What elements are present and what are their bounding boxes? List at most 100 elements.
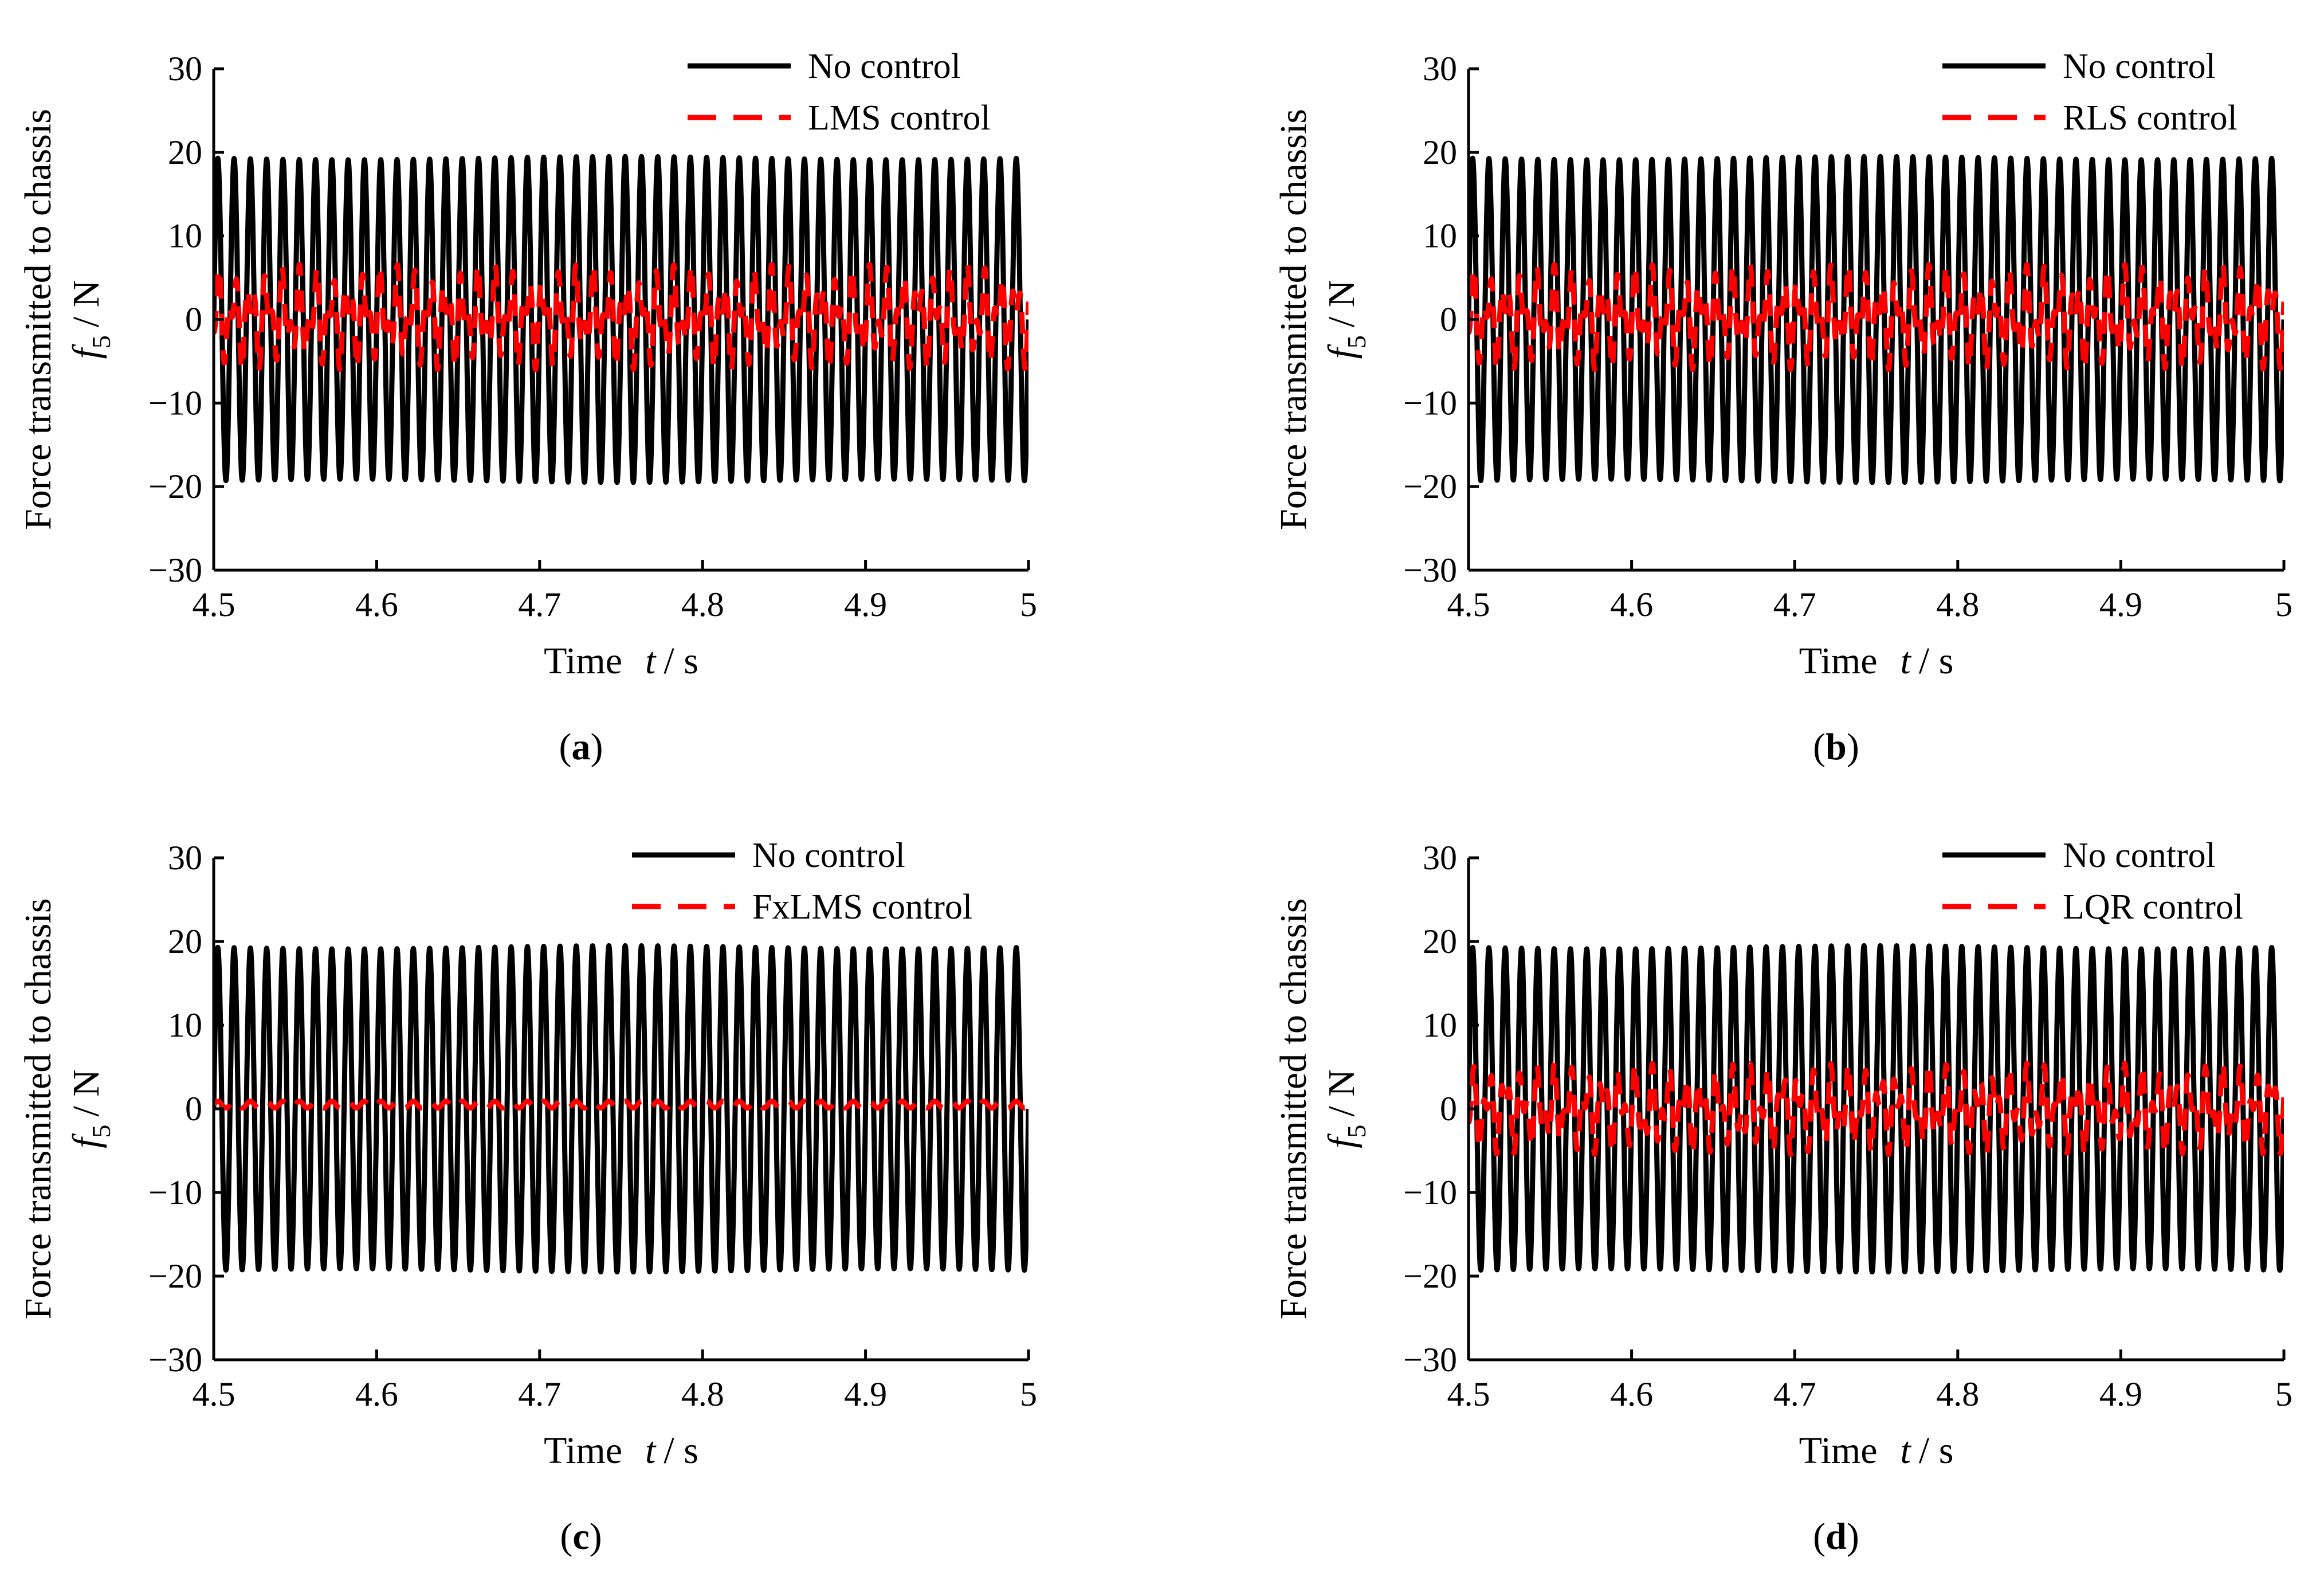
chart-panel-d: 30 20 10 0 −10 −20 −304.5 4.6 4.7 4.8 4.9 5 Time t / s…: [1273, 836, 2292, 1557]
legend-label: No control: [808, 47, 961, 86]
x-tick-label: 4.7: [518, 586, 561, 623]
x-axis-label-var: t: [1901, 640, 1912, 682]
legend-label: No control: [752, 836, 905, 875]
x-tick-label: 5: [1020, 586, 1037, 623]
y-tick-label: 0: [185, 301, 202, 339]
y-axis-label-line1: Force transmitted to chassis: [1273, 898, 1314, 1319]
y-tick-label: 10: [168, 1006, 202, 1044]
panel-caption-letter: b: [1826, 726, 1847, 768]
y-tick-label: 20: [1423, 923, 1457, 960]
y-axis-label-unit: / N: [1321, 280, 1363, 328]
legend-label: LQR control: [2063, 888, 2243, 927]
panel-caption: (a): [559, 726, 603, 768]
x-axis-label-text: Time: [1799, 1430, 1878, 1472]
panel-caption: (c): [560, 1516, 602, 1557]
x-axis-label-text: Time: [1799, 640, 1878, 682]
y-tick-label: −20: [148, 1257, 202, 1295]
x-axis-label-unit: / s: [1919, 640, 1954, 682]
x-tick-label: 5: [1020, 1375, 1037, 1413]
y-tick-label: −30: [1403, 1341, 1457, 1379]
x-tick-label: 4.6: [355, 1375, 398, 1413]
x-axis-label-unit: / s: [1919, 1430, 1954, 1472]
panel-caption-letter: c: [572, 1516, 589, 1557]
x-tick-label: 4.7: [518, 1375, 561, 1413]
y-tick-label: 10: [168, 217, 202, 255]
legend-label: No control: [2063, 47, 2216, 86]
x-axis-label-text: Time: [544, 1430, 622, 1472]
panel-caption-letter: a: [572, 726, 591, 768]
y-axis-label-sub: 5: [1342, 335, 1371, 348]
x-tick-label: 4.6: [1610, 586, 1653, 623]
panel-caption: (d): [1813, 1516, 1859, 1557]
x-tick-label: 4.5: [1447, 586, 1490, 623]
y-tick-label: −30: [148, 551, 202, 589]
y-tick-label: 30: [1423, 839, 1457, 877]
y-tick-label: 0: [185, 1090, 202, 1128]
y-axis-label-sub: 5: [87, 1125, 116, 1138]
y-axis-label-unit: / N: [65, 280, 107, 328]
y-tick-label: −30: [148, 1341, 202, 1379]
series-no-control-line: [214, 943, 1028, 1275]
x-tick-label: 4.5: [1447, 1375, 1490, 1413]
x-tick-label: 4.6: [355, 586, 398, 623]
y-axis-label-line1: Force transmitted to chassis: [17, 109, 59, 530]
x-tick-label: 4.9: [844, 1375, 887, 1413]
legend-label: RLS control: [2063, 99, 2237, 138]
x-tick-label: 4.5: [193, 586, 235, 623]
y-axis-label-sub: 5: [1342, 1125, 1371, 1138]
series-controlled-line: [214, 261, 1028, 372]
panel-caption: (b): [1813, 726, 1859, 768]
series-no-control-line: [1469, 943, 2284, 1275]
chart-panel-b: 30 20 10 0 −10 −20 −304.5 4.6 4.7 4.8 4.9 5 Time t / s…: [1273, 47, 2292, 768]
y-tick-label: −10: [148, 384, 202, 422]
y-tick-label: −10: [148, 1174, 202, 1211]
x-tick-label: 4.7: [1773, 1375, 1816, 1413]
panel-caption-letter: d: [1826, 1516, 1847, 1557]
y-tick-label: 20: [168, 134, 202, 171]
y-tick-label: −30: [1403, 551, 1457, 589]
x-tick-label: 4.9: [2099, 586, 2142, 623]
y-tick-label: −10: [1403, 384, 1457, 422]
x-axis-label: Time t / s: [544, 1430, 698, 1472]
x-axis-label: Time t / s: [1799, 1430, 1954, 1472]
x-axis-label-text: Time: [544, 640, 622, 682]
x-tick-label: 4.8: [1936, 1375, 1979, 1413]
x-tick-label: 5: [2275, 1375, 2292, 1413]
y-tick-label: −20: [1403, 468, 1457, 505]
x-tick-label: 4.9: [844, 586, 887, 623]
y-axis-label-line2: f5/ N: [1321, 1069, 1371, 1148]
chart-panel-c: 30 20 10 0 −10 −20 −304.5 4.6 4.7 4.8 4.9 5 Time t / s…: [17, 836, 1037, 1557]
x-axis-label: Time t / s: [544, 640, 698, 682]
x-axis-label-unit: / s: [664, 1430, 698, 1472]
y-axis-label-unit: / N: [65, 1069, 107, 1117]
y-tick-label: −20: [1403, 1257, 1457, 1295]
x-tick-label: 4.7: [1773, 586, 1816, 623]
x-axis-label-var: t: [645, 640, 657, 682]
y-tick-label: 0: [1440, 1090, 1457, 1128]
y-tick-label: 20: [168, 923, 202, 960]
y-tick-label: 10: [1423, 217, 1457, 255]
legend-label: No control: [2063, 836, 2216, 875]
y-tick-label: 30: [1423, 50, 1457, 88]
x-tick-label: 5: [2275, 586, 2292, 623]
legend-label: FxLMS control: [752, 888, 972, 927]
x-tick-label: 4.8: [1936, 586, 1979, 623]
y-axis-label-line2: f5/ N: [1321, 280, 1371, 359]
y-axis-label-sub: 5: [87, 335, 116, 348]
x-axis-label-var: t: [645, 1430, 657, 1472]
legend-label: LMS control: [808, 99, 991, 138]
y-tick-label: 0: [1440, 301, 1457, 339]
y-axis-label-line2: f5/ N: [65, 1069, 116, 1148]
y-axis-label-line1: Force transmitted to chassis: [17, 898, 59, 1319]
y-tick-label: 30: [168, 839, 202, 877]
y-tick-label: −10: [1403, 1174, 1457, 1211]
series-controlled-line: [1469, 1060, 2284, 1158]
x-axis-label-unit: / s: [664, 640, 698, 682]
x-axis-label: Time t / s: [1799, 640, 1954, 682]
x-axis-label-var: t: [1901, 1430, 1912, 1472]
series-controlled-line: [1469, 261, 2284, 372]
y-axis-label-unit: / N: [1321, 1069, 1363, 1117]
y-axis-label-line2: f5/ N: [65, 280, 116, 359]
x-tick-label: 4.8: [681, 1375, 724, 1413]
